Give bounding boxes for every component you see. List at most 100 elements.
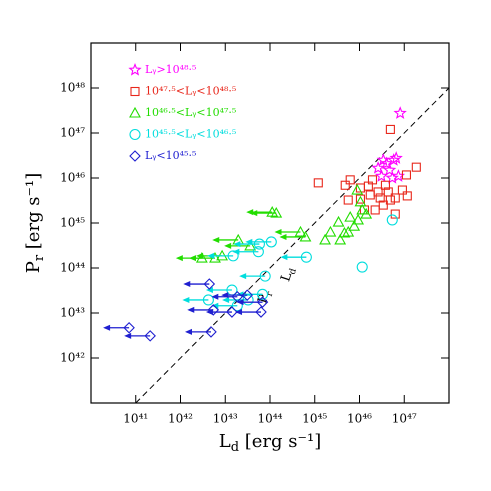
marker-square bbox=[373, 187, 383, 197]
upper-limit-arrowhead bbox=[232, 248, 240, 255]
label-unit: [erg s⁻¹] bbox=[23, 173, 44, 255]
marker-circle bbox=[259, 270, 271, 282]
marker-square bbox=[383, 187, 393, 197]
marker-square bbox=[130, 86, 140, 97]
marker-circle bbox=[300, 251, 312, 263]
marker-diamond bbox=[226, 306, 238, 318]
x-tick-label: 10⁴¹ bbox=[123, 412, 148, 426]
upper-limit-arrowhead bbox=[224, 242, 232, 249]
marker-triangle bbox=[351, 183, 364, 195]
marker-diamond bbox=[255, 306, 267, 318]
marker-star bbox=[371, 161, 385, 174]
marker-triangle bbox=[354, 195, 367, 207]
marker-square bbox=[397, 185, 407, 195]
y-tick-label: 10⁴³ bbox=[60, 306, 85, 320]
upper-limit-arrowhead bbox=[175, 255, 183, 262]
legend-label: Lᵧ>10⁴⁸·⁵ bbox=[145, 63, 196, 76]
y-tick-label: 10⁴⁶ bbox=[60, 171, 85, 185]
upper-limit-arrowhead bbox=[239, 273, 247, 280]
marker-triangle bbox=[332, 215, 345, 227]
marker-circle bbox=[256, 288, 269, 300]
legend-label: 10⁴⁷·⁵<Lᵧ<10⁴⁸·⁵ bbox=[145, 85, 236, 98]
marker-triangle bbox=[352, 213, 365, 225]
label-sub: r bbox=[264, 290, 275, 298]
marker-triangle bbox=[338, 226, 351, 238]
label-sub: d bbox=[231, 440, 239, 455]
upper-limit-arrowhead bbox=[250, 210, 258, 217]
y-tick-label: 10⁴⁴ bbox=[60, 261, 85, 275]
marker-square bbox=[365, 190, 375, 200]
upper-limit-arrowhead bbox=[211, 293, 219, 300]
marker-star bbox=[379, 156, 394, 170]
marker-star bbox=[128, 62, 142, 76]
legend-label: 10⁴⁶·⁵<Lᵧ<10⁴⁷·⁵ bbox=[145, 106, 236, 119]
marker-square bbox=[343, 195, 353, 205]
marker-diamond bbox=[129, 150, 141, 162]
legend-label: 10⁴⁵·⁵<Lᵧ<10⁴⁶·⁵ bbox=[145, 128, 236, 141]
upper-limit-arrowhead bbox=[207, 252, 215, 259]
marker-triangle bbox=[342, 225, 355, 237]
label-main: P bbox=[23, 261, 44, 273]
marker-square bbox=[380, 180, 390, 190]
marker-circle bbox=[231, 300, 243, 312]
upper-limit-arrowhead bbox=[279, 233, 287, 240]
marker-triangle bbox=[348, 220, 361, 231]
upper-limit-arrowhead bbox=[187, 306, 195, 313]
marker-diamond bbox=[205, 326, 217, 338]
marker-square bbox=[367, 175, 378, 185]
marker-triangle bbox=[129, 106, 141, 118]
marker-square bbox=[411, 162, 421, 172]
y-tick-label: 10⁴² bbox=[60, 351, 85, 365]
upper-limit-arrowhead bbox=[280, 254, 288, 261]
upper-limit-arrowhead bbox=[236, 299, 244, 306]
marker-square bbox=[340, 180, 350, 190]
marker-triangle bbox=[319, 233, 331, 245]
y-axis-label: Pr [erg s⁻¹] bbox=[23, 173, 47, 274]
y-tick-label: 10⁴⁵ bbox=[60, 216, 85, 230]
marker-circle bbox=[227, 250, 239, 262]
upper-limit-arrowhead bbox=[212, 236, 220, 243]
upper-limit-arrowhead bbox=[183, 281, 191, 288]
marker-triangle bbox=[334, 233, 347, 245]
y-tick-label: 10⁴⁷ bbox=[60, 126, 85, 140]
marker-square bbox=[390, 193, 400, 203]
marker-triangle bbox=[270, 206, 283, 218]
x-tick-label: 10⁴⁶ bbox=[347, 412, 372, 426]
marker-star bbox=[393, 106, 407, 119]
marker-square bbox=[313, 178, 323, 188]
upper-limit-arrowhead bbox=[245, 238, 253, 245]
marker-triangle bbox=[294, 225, 307, 237]
upper-limit-arrowhead bbox=[103, 324, 111, 331]
upper-limit-arrowhead bbox=[235, 309, 243, 316]
marker-circle bbox=[202, 294, 214, 306]
marker-square bbox=[401, 170, 412, 180]
marker-square bbox=[345, 175, 355, 185]
upper-limit-arrowhead bbox=[124, 332, 132, 339]
marker-triangle bbox=[360, 207, 373, 219]
marker-circle bbox=[386, 214, 398, 226]
marker-diamond bbox=[203, 278, 216, 290]
marker-circle bbox=[252, 246, 264, 258]
marker-triangle bbox=[344, 211, 357, 222]
marker-star bbox=[382, 163, 397, 176]
upper-limit-arrowhead bbox=[222, 296, 230, 303]
label-sub: r bbox=[32, 254, 47, 261]
x-tick-label: 10⁴³ bbox=[213, 412, 238, 426]
marker-diamond bbox=[123, 321, 135, 334]
legend-label: Lᵧ<10⁴⁵·⁵ bbox=[145, 149, 196, 162]
x-tick-label: 10⁴⁵ bbox=[302, 412, 327, 426]
marker-diamond bbox=[256, 296, 269, 308]
marker-square bbox=[355, 194, 365, 204]
marker-square bbox=[375, 193, 385, 203]
upper-limit-arrowhead bbox=[274, 229, 282, 236]
marker-square bbox=[385, 124, 395, 134]
label-sub: d bbox=[287, 267, 298, 276]
marker-diamond bbox=[241, 289, 254, 301]
marker-diamond bbox=[207, 304, 220, 316]
marker-diamond bbox=[144, 330, 156, 342]
upper-limit-arrowhead bbox=[205, 287, 213, 294]
marker-star bbox=[374, 169, 389, 182]
x-tick-label: 10⁴⁴ bbox=[258, 412, 283, 426]
marker-triangle bbox=[324, 225, 337, 237]
upper-limit-arrowhead bbox=[246, 209, 254, 216]
